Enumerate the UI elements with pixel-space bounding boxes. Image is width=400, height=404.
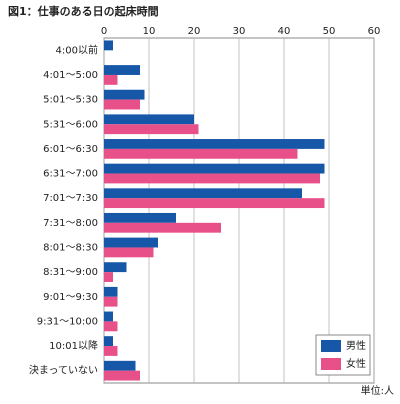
bar: [104, 188, 302, 199]
bar: [104, 296, 118, 307]
y-tick-label: 8:01～8:30: [43, 242, 98, 253]
y-tick-label: 9:01～9:30: [43, 292, 98, 303]
bar: [104, 321, 118, 332]
bar: [104, 114, 194, 125]
y-tick-label: 5:31～6:00: [43, 119, 98, 130]
x-tick-label: 0: [101, 26, 107, 37]
bar: [104, 139, 325, 149]
legend-swatch: [321, 358, 341, 370]
x-tick-label: 30: [233, 26, 246, 37]
x-tick-label: 50: [323, 26, 336, 37]
bar: [104, 272, 113, 282]
x-tick-label: 10: [143, 26, 156, 37]
bar: [104, 198, 325, 209]
bar: [104, 360, 136, 371]
bar: [104, 262, 127, 273]
unit-label: 単位:人: [361, 384, 394, 397]
chart-title: 図1：仕事のある日の起床時間: [8, 4, 159, 18]
legend-label: 女性: [346, 357, 366, 370]
bar: [104, 99, 140, 110]
legend-label: 男性: [346, 339, 366, 352]
bar: [104, 65, 140, 75]
y-tick-label: 9:31～10:00: [37, 316, 98, 327]
bar: [104, 124, 199, 135]
bar: [104, 222, 221, 233]
bar: [104, 173, 320, 184]
legend-swatch: [321, 340, 341, 352]
bar: [104, 336, 113, 347]
bar: [104, 237, 158, 248]
bar: [104, 74, 118, 85]
bar: [104, 286, 118, 297]
bar: [104, 40, 113, 51]
y-tick-label: 4:00以前: [56, 43, 98, 56]
y-tick-label: 6:31～7:00: [43, 169, 98, 180]
y-tick-label: 7:31～8:00: [43, 218, 98, 229]
x-tick-label: 20: [188, 26, 201, 37]
bar: [104, 311, 113, 322]
x-tick-label: 40: [278, 26, 291, 37]
bar: [104, 89, 145, 100]
y-tick-label: 4:01～5:00: [43, 70, 98, 81]
x-tick-label: 60: [368, 26, 381, 37]
bar: [104, 346, 118, 356]
y-tick-label: 8:31～9:00: [43, 267, 98, 278]
y-tick-label: 6:01～6:30: [43, 144, 98, 155]
y-tick-label: 5:01～5:30: [43, 95, 98, 106]
bar: [104, 212, 176, 223]
bar: [104, 148, 298, 159]
bar: [104, 163, 325, 174]
y-tick-label: 10:01以降: [49, 339, 98, 352]
bar: [104, 370, 140, 381]
bar: [104, 247, 154, 258]
y-tick-label: 7:01～7:30: [43, 193, 98, 204]
y-tick-label: 決まっていない: [29, 365, 98, 377]
